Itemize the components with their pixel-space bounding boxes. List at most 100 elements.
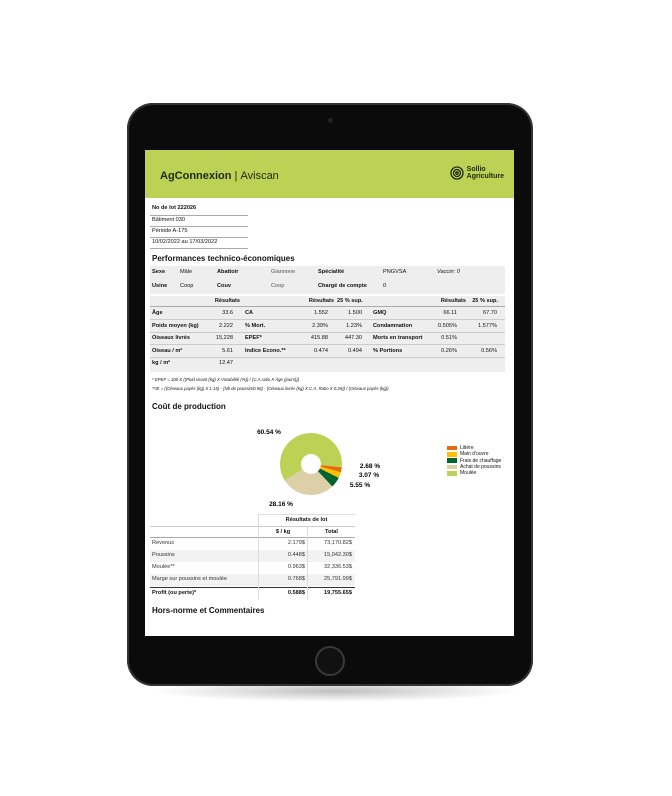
perf-header: Résultats: [440, 298, 466, 304]
perf-cell: 15,228: [215, 335, 233, 341]
sollio-logo: Sollio Agriculture: [450, 165, 504, 181]
perf-cell: 2.222: [219, 322, 233, 329]
result-label: Moulée**: [152, 564, 175, 570]
perf-cell: 67.70: [483, 310, 497, 316]
report-header: AgConnexion | Aviscan Sollio Agriculture: [145, 150, 514, 198]
profit-per-kg: 0.588$: [287, 590, 305, 596]
perf-cell: 0.56%: [481, 347, 497, 354]
perf-header: 25 % sup.: [337, 298, 363, 304]
perf-cell: 1.500: [348, 310, 362, 316]
perf-cell: % Mort.: [245, 322, 266, 329]
perf-cell: kg / m²: [152, 360, 171, 366]
footnote-epef: * EPEF = 100 X ((Poid vivant (kg) X Vivi…: [152, 377, 300, 382]
dates: 10/02/2022 au 17/03/2022: [152, 239, 218, 245]
info-cell: Abattoir: [217, 269, 239, 275]
perf-cell: 1.552: [314, 310, 328, 316]
chart-legend: Litière Main d'ouvre Frais de chauffage Ach…: [447, 445, 501, 476]
donut-slice-0: [320, 465, 342, 473]
legend-swatch: [447, 445, 457, 451]
perf-cell: EPEF*: [245, 335, 262, 341]
legend-label: Litière: [460, 445, 474, 452]
perf-cell: 0.51%: [441, 335, 457, 341]
legend-label: Frais de chauffage: [460, 457, 502, 464]
result-label: Marge sur poussins et moulée: [152, 576, 227, 582]
slice-label: 5.55 %: [350, 482, 370, 489]
legend-label: Main d'ouvre: [460, 451, 489, 458]
perf-title: Performances technico-économiques: [152, 254, 295, 263]
legend-label: Moulée: [460, 470, 477, 477]
perf-cell: CA: [245, 310, 254, 316]
row-divider: [150, 356, 505, 358]
row-divider: [150, 331, 505, 333]
legend-swatch: [447, 471, 457, 476]
perf-cell: 2.39%: [312, 322, 328, 329]
perf-cell: 1.23%: [346, 322, 362, 329]
perf-cell: 66.11: [443, 310, 457, 316]
perf-cell: 0.494: [348, 347, 362, 354]
batiment: Bâtiment 030: [152, 217, 185, 223]
profit-total: 19,755.65$: [324, 590, 352, 596]
perf-cell: GMQ: [373, 310, 387, 316]
perf-header: Résultats: [214, 298, 240, 304]
fingerprint-icon: [450, 166, 464, 180]
legend-item: Litière: [447, 445, 501, 451]
perf-cell: Indice Econo.**: [245, 347, 286, 354]
comments-title: Hors-norme et Commentaires: [152, 606, 265, 615]
info-cell: Sexe: [152, 269, 166, 275]
divider: [150, 537, 355, 538]
perf-cell: 33.6: [222, 310, 233, 316]
donut-slice-4: [280, 433, 342, 481]
row-bg: [150, 550, 355, 562]
legend-item: Frais de chauffage: [447, 458, 501, 464]
legend-swatch: [447, 458, 457, 463]
slice-label: 28.16 %: [269, 501, 293, 508]
slice-label: 3.07 %: [359, 472, 379, 479]
info-cell: Mâle: [180, 269, 193, 275]
perf-cell: Condamnation: [373, 322, 413, 329]
result-total: 15,042.30$: [324, 552, 352, 558]
lot-number: No de lot 222026: [152, 205, 197, 211]
info-cell: Vaccin: 0: [437, 269, 460, 275]
home-button[interactable]: [315, 646, 345, 676]
info-cell: Chargé de compte: [318, 283, 367, 289]
perf-header: 25 % sup.: [472, 298, 498, 304]
perf-cell: 415.88: [310, 335, 328, 341]
info-cell: Usine: [152, 283, 168, 289]
legend-item: Moulée: [447, 470, 501, 476]
result-per-kg: 0.768$: [287, 576, 305, 582]
row-divider: [150, 344, 505, 345]
perf-cell: 0.505%: [438, 322, 457, 329]
cost-title: Coût de production: [152, 402, 226, 411]
col-per-kg: $ / kg: [275, 529, 291, 535]
col-total: Total: [325, 529, 338, 535]
row-bg: [150, 574, 355, 586]
results-group-header: Résultats de lot: [285, 517, 328, 523]
slice-label: 60.54 %: [257, 429, 281, 436]
legend-swatch: [447, 464, 457, 470]
col-divider: [258, 514, 259, 600]
info-cell: Coop: [271, 283, 285, 289]
perf-cell: Oiseau / m²: [152, 347, 183, 354]
profit-label: Profit (ou perte)*: [152, 590, 197, 596]
perf-cell: Âge: [152, 310, 163, 316]
row-divider: [150, 319, 505, 320]
perf-cell: 0.26%: [441, 347, 457, 354]
donut-slice-3: [284, 469, 333, 495]
periode: Période A-175: [152, 228, 188, 234]
result-total: 32,336.53$: [324, 564, 352, 570]
info-cell: 0: [383, 283, 387, 289]
perf-cell: 447.30: [344, 335, 362, 341]
perf-cell: 5.61: [222, 347, 233, 354]
report-screen: AgConnexion | Aviscan Sollio Agriculture …: [145, 150, 514, 636]
result-per-kg: 0.963$: [287, 564, 305, 570]
brand-title: AgConnexion | Aviscan: [160, 170, 279, 182]
slice-label: 2.68 %: [360, 463, 380, 470]
perf-cell: % Portions: [373, 347, 403, 354]
legend-item: Achat de poussins: [447, 464, 501, 470]
divider: [150, 526, 355, 527]
info-cell: PNGVSA: [383, 269, 407, 275]
result-per-kg: 0.448$: [287, 552, 305, 558]
cost-donut-chart: 2.68 % 3.07 % 5.55 % 28.16 % 60.54 %: [257, 429, 380, 508]
info-cell: Coop: [180, 283, 194, 289]
result-label: Poussins: [152, 552, 175, 558]
